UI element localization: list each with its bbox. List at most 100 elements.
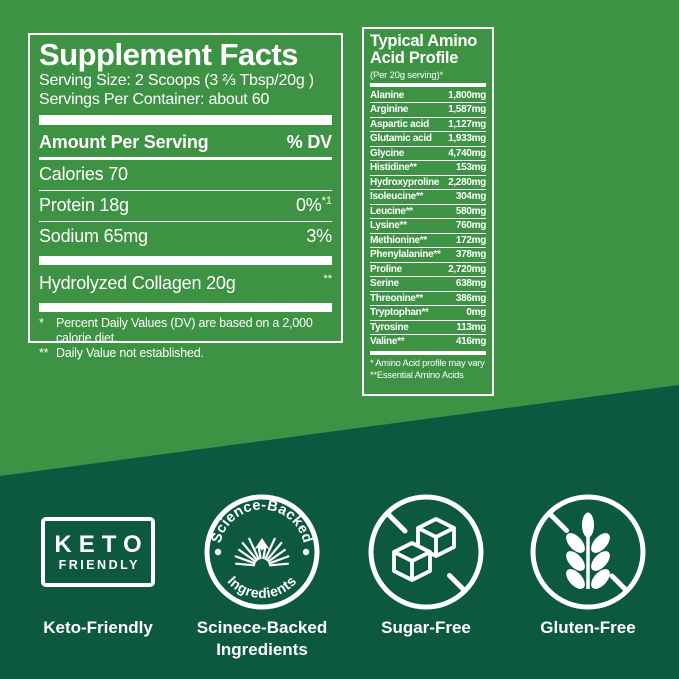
amino-acid-name: Threonine** (370, 292, 423, 304)
amino-acid-value: 4,740mg (448, 147, 486, 159)
sugar-cube-front (392, 541, 432, 582)
amino-acid-row: Leucine** 580mg (370, 205, 486, 220)
amino-acid-value: 2,720mg (448, 263, 486, 275)
amino-acid-row: Alanine 1,800mg (370, 89, 486, 104)
amino-acid-value: 580mg (455, 205, 486, 217)
amino-acid-name: Hydroxyproline (370, 176, 440, 188)
amino-acid-name: Glutamic acid (370, 133, 432, 145)
calories-row: Calories 70 (39, 160, 332, 191)
amino-acid-value: 378mg (455, 249, 486, 261)
servings-per-container-text: Servings Per Container: about 60 (39, 90, 270, 108)
amino-acid-value: 1,127mg (448, 118, 486, 130)
amino-acid-name: Valine** (370, 336, 405, 348)
peak-shape (254, 538, 270, 551)
amino-acid-value: 386mg (455, 292, 486, 304)
amino-acid-value: 760mg (455, 220, 486, 232)
amino-acid-profile-panel: Typical Amino Acid Profile (Per 20g serv… (362, 27, 494, 396)
svg-text:Science-Backed: Science-Backed (209, 497, 316, 545)
amino-acid-name: Tyrosine (370, 321, 409, 333)
slash (547, 511, 629, 593)
amino-acid-row: Tyrosine 113mg (370, 321, 486, 336)
amino-acid-value: 1,800mg (448, 89, 486, 101)
amino-acid-name: Phenylalanine** (370, 249, 441, 261)
no-gluten-icon (530, 494, 646, 610)
amino-acid-value: 113mg (456, 321, 486, 333)
amino-acid-value: 1,933mg (448, 133, 486, 145)
thick-divider (39, 114, 332, 125)
science-backed-label: Scinece-Backed Ingredients (196, 618, 328, 660)
amino-acid-row: Valine** 416mg (370, 335, 486, 349)
amino-acid-name: Serine (370, 278, 399, 290)
keto-friendly-label: Keto-Friendly (43, 618, 153, 637)
science-backed-seal-icon: Science-Backed Ingredients (204, 494, 320, 610)
amino-acid-row: Phenylalanine** 378mg (370, 248, 486, 263)
amino-acid-name: Leucine** (370, 205, 413, 217)
svg-text:Ingredients: Ingredients (225, 573, 300, 602)
badge-gluten-free: Gluten-Free (503, 491, 673, 639)
amino-acid-name: Isoleucine** (370, 191, 424, 203)
gluten-free-label: Gluten-Free (540, 618, 636, 637)
amino-footnote-vary: * Amino Acid profile may vary (370, 357, 485, 368)
amount-per-serving-header: Amount Per Serving % DV (39, 129, 332, 160)
supplement-footnotes: * Percent Daily Values (DV) are based on… (39, 316, 332, 362)
amino-acid-name: Glycine (370, 147, 405, 159)
amino-profile-subtitle: (Per 20g serving)* (370, 69, 443, 81)
amino-acid-value: 172mg (455, 234, 486, 246)
amino-acid-name: Alanine (370, 89, 405, 101)
amount-header-label: Amount Per Serving (39, 131, 209, 152)
amino-acid-value: 304mg (455, 191, 486, 203)
badge-keto-friendly: KETO FRIENDLY Keto-Friendly (13, 491, 183, 639)
amino-acid-value: 0mg (466, 307, 486, 319)
amino-acid-name: Aspartic acid (370, 118, 429, 130)
amino-acid-row: Arginine 1,587mg (370, 103, 486, 118)
badge-science-backed: Science-Backed Ingredients (177, 491, 347, 662)
wheat-stalk (566, 512, 610, 589)
amino-acid-row: Hydroxyproline 2,280mg (370, 176, 486, 191)
thick-divider (370, 350, 486, 355)
amino-acid-row: Glycine 4,740mg (370, 147, 486, 162)
amino-acid-row: Serine 638mg (370, 277, 486, 292)
sodium-row: Sodium 65mg 3% (39, 225, 332, 246)
thick-divider (39, 255, 332, 265)
amino-acid-row: Histidine** 153mg (370, 161, 486, 176)
slash (385, 511, 467, 593)
amino-acid-table: Alanine 1,800mg Arginine 1,587mg Asparti… (370, 89, 486, 349)
amino-acid-row: Methionine** 172mg (370, 234, 486, 249)
dv-header-label: % DV (286, 131, 332, 152)
supplement-facts-panel: Supplement Facts Serving Size: 2 Scoops … (28, 33, 343, 360)
amino-acid-name: Tryptophan** (370, 307, 429, 319)
amino-acid-name: Arginine (370, 104, 409, 116)
keto-stamp-icon: KETO FRIENDLY (41, 517, 155, 587)
supplement-facts-title: Supplement Facts (39, 37, 299, 72)
footnote-not-established: ** Daily Value not established. (39, 346, 204, 361)
amino-acid-value: 638mg (455, 278, 486, 290)
amino-acid-row: Lysine** 760mg (370, 219, 486, 234)
badge-sugar-free: Sugar-Free (341, 491, 511, 639)
amino-footnote-essential: **Essential Amino Acids (370, 370, 464, 381)
no-sugar-icon (368, 494, 484, 610)
starburst-rays (234, 537, 290, 567)
sugar-cube-back (416, 517, 456, 558)
amino-acid-row: Aspartic acid 1,127mg (370, 118, 486, 133)
amino-acid-row: Isoleucine** 304mg (370, 190, 486, 205)
amino-acid-value: 2,280mg (448, 176, 486, 188)
amino-acid-row: Threonine** 386mg (370, 292, 486, 307)
amino-acid-name: Proline (370, 263, 402, 275)
footnote-dv: * Percent Daily Values (DV) are based on… (39, 315, 313, 345)
serving-size-text: Serving Size: 2 Scoops (3 ⅔ Tbsp/20g ) (39, 72, 314, 90)
amino-acid-name: Histidine** (370, 162, 417, 174)
amino-acid-row: Proline 2,720mg (370, 263, 486, 278)
collagen-row: Hydrolyzed Collagen 20g ** (39, 272, 332, 293)
thick-divider (370, 82, 486, 87)
amino-acid-row: Glutamic acid 1,933mg (370, 132, 486, 147)
sugar-free-label: Sugar-Free (381, 618, 471, 637)
thick-divider (39, 302, 332, 312)
amino-acid-value: 153mg (455, 162, 486, 174)
amino-acid-value: 1,587mg (448, 104, 486, 116)
amino-acid-row: Tryptophan** 0mg (370, 306, 486, 321)
amino-profile-title: Typical Amino Acid Profile (370, 32, 478, 68)
amino-acid-name: Lysine** (370, 220, 407, 232)
amino-acid-value: 416mg (455, 336, 486, 348)
protein-row: Protein 18g 0%*1 (39, 191, 332, 222)
